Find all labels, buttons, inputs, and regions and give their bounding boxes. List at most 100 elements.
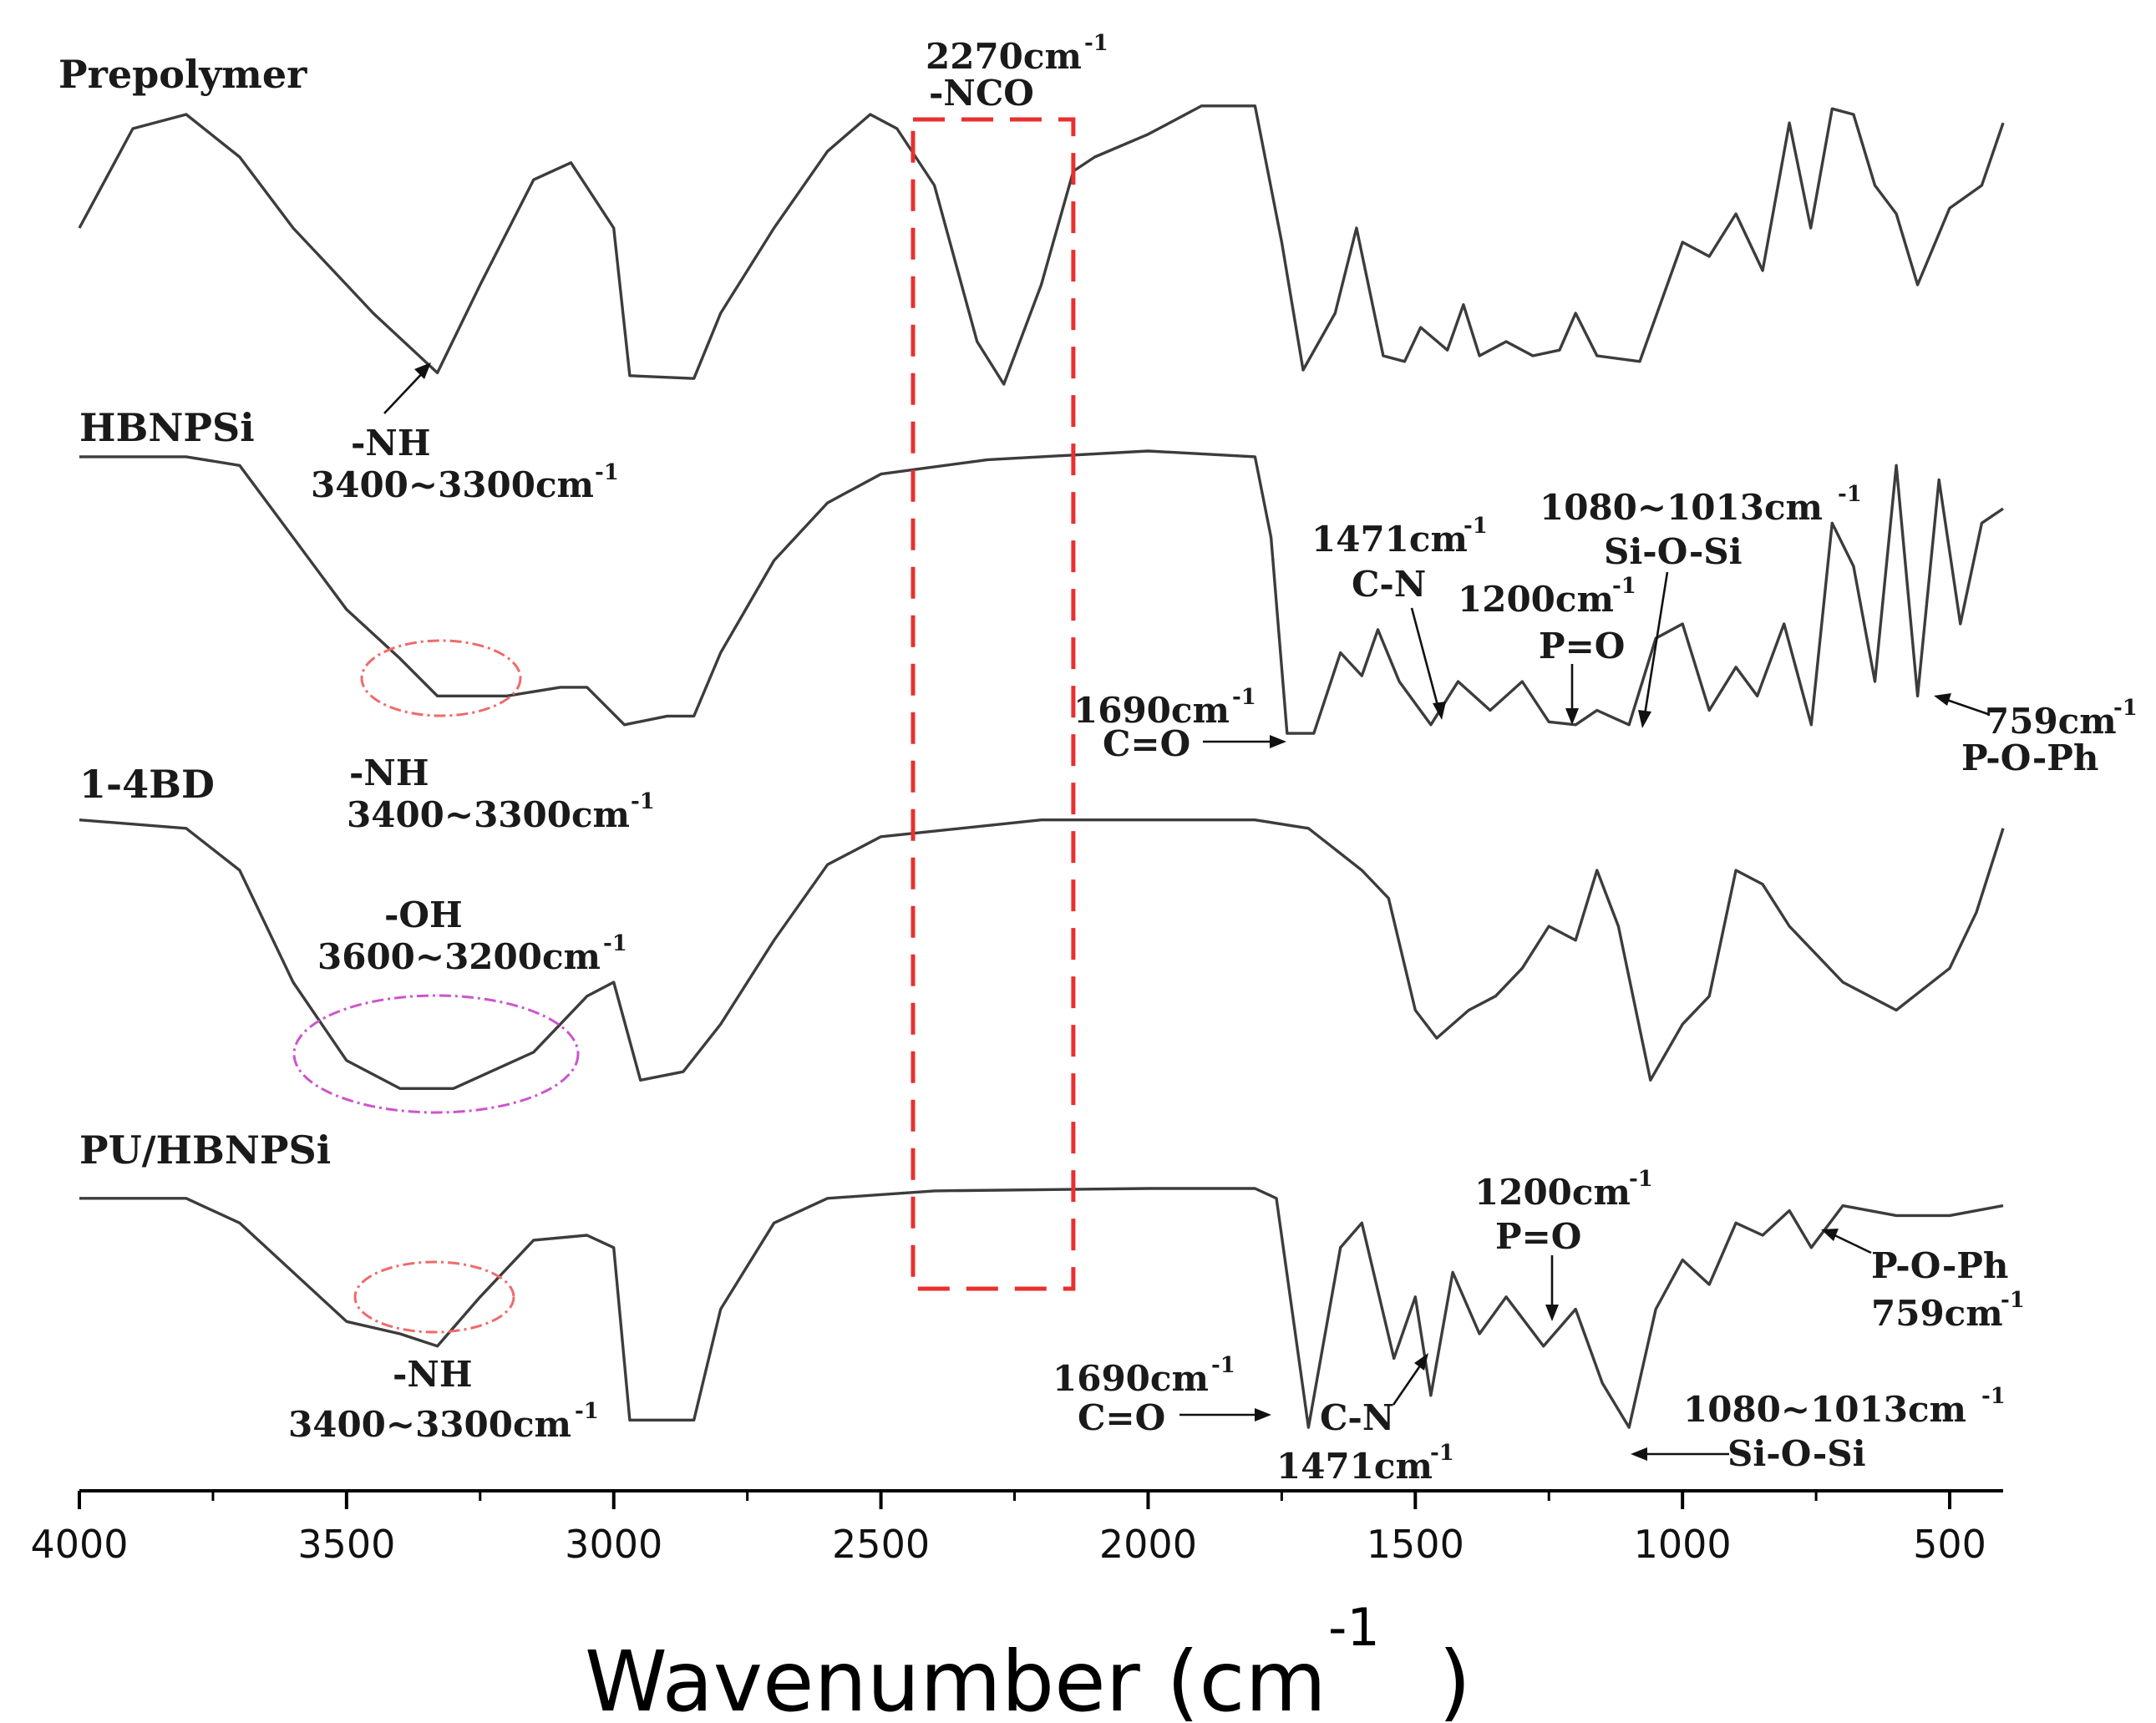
ann-hbnpsi-nh-sup: -1 — [631, 789, 655, 814]
ann-hbnpsi-1471-text: 1471cm — [1311, 519, 1468, 560]
ann-nco-text: -NCO — [929, 73, 1034, 114]
annotation-pu-co: 1690cm -1 C=O — [1053, 1353, 1271, 1438]
ann-hbnpsi-759-sup: -1 — [2113, 696, 2138, 721]
ann-pu-cn-text: C-N — [1320, 1397, 1394, 1438]
ann-2270-sup: -1 — [1084, 31, 1108, 56]
hbnpsi-nh-circle — [360, 639, 522, 717]
ann-hbnpsi-1690-sup: -1 — [1232, 685, 1256, 710]
arrow-pu-cn — [1392, 1359, 1426, 1406]
ann-pu-1080-sup: -1 — [1981, 1384, 2006, 1409]
ann-pu-po-text: P=O — [1495, 1216, 1581, 1257]
arrowhead-prepolymer-nh — [414, 362, 431, 379]
annotation-nco: 2270cm -1 -NCO — [926, 31, 1108, 114]
annotation-hbnpsi-cn: 1471cm -1 C-N — [1311, 514, 1488, 720]
ann-pu-1690-text: 1690cm — [1053, 1358, 1209, 1399]
series-label-prepolymer: Prepolymer — [58, 52, 307, 97]
series-label-hbnpsi: HBNPSi — [79, 405, 255, 450]
arrowhead-hbnpsi-cn — [1433, 702, 1446, 720]
ann-pu-759-text: 759cm — [1871, 1293, 2003, 1334]
ann-prepolymer-nh-range: 3400~3300cm — [311, 464, 594, 505]
ann-pu-1200-sup: -1 — [1629, 1167, 1653, 1192]
arrowhead-hbnpsi-po — [1565, 708, 1579, 725]
spectra-group — [78, 104, 2005, 1429]
x-tick-label-1000: 1000 — [1634, 1522, 1732, 1567]
ann-hbnpsi-sios-text: Si-O-Si — [1604, 531, 1743, 572]
arrowhead-hbnpsi-poph — [1934, 693, 1951, 706]
arrowhead-hbnpsi-sios — [1638, 710, 1651, 728]
x-tick-label-1500: 1500 — [1367, 1522, 1464, 1567]
ann-pu-co-text: C=O — [1078, 1397, 1165, 1438]
ann-hbnpsi-1200-text: 1200cm — [1458, 579, 1614, 620]
ann-hbnpsi-1080-text: 1080~1013cm — [1540, 487, 1823, 528]
x-tick-label-2000: 2000 — [1099, 1522, 1197, 1567]
annotation-pu-cn: C-N 1471cm -1 — [1276, 1353, 1454, 1487]
14bd-oh-circle — [292, 994, 580, 1114]
arrow-hbnpsi-cn — [1410, 607, 1441, 712]
annotation-hbnpsi-nh: -NH 3400~3300cm -1 — [347, 753, 655, 835]
ann-hbnpsi-po-text: P=O — [1539, 626, 1625, 666]
series-label-pu-hbnpsi: PU/HBNPSi — [79, 1128, 331, 1173]
x-tick-label-4000: 4000 — [30, 1522, 128, 1567]
ann-2270-text: 2270cm — [926, 36, 1082, 77]
arrowhead-pu-co — [1255, 1408, 1271, 1421]
ann-prepolymer-nh-text: -NH — [351, 423, 431, 464]
x-tick-label-500: 500 — [1913, 1522, 1986, 1567]
series-line-hbnpsi — [79, 449, 2004, 735]
nco-highlight-box — [911, 117, 1076, 1291]
annotation-prepolymer-nh: -NH 3400~3300cm -1 — [311, 362, 619, 505]
ann-pu-1471-sup: -1 — [1430, 1441, 1454, 1466]
ann-hbnpsi-759-text: 759cm — [1985, 701, 2117, 742]
ann-hbnpsi-1200-sup: -1 — [1612, 574, 1636, 599]
arrowhead-pu-sios — [1631, 1447, 1647, 1461]
ann-pu-sios-text: Si-O-Si — [1727, 1433, 1866, 1474]
ann-14bd-oh-range: 3600~3200cm — [317, 936, 601, 977]
x-axis-title-sup: -1 — [1328, 1597, 1380, 1658]
ann-pu-759-sup: -1 — [2001, 1288, 2025, 1313]
annotation-hbnpsi-sios: 1080~1013cm -1 Si-O-Si — [1540, 482, 1862, 728]
series-line-pu-hbnpsi — [79, 1187, 2004, 1429]
ann-hbnpsi-nh-range: 3400~3300cm — [347, 794, 630, 835]
annotation-hbnpsi-co: 1690cm -1 C=O — [1073, 685, 1286, 764]
ann-pu-1471-text: 1471cm — [1276, 1446, 1433, 1487]
annotation-14bd-oh: -OH 3600~3200cm -1 — [317, 894, 627, 977]
annotation-pu-po: 1200cm -1 P=O — [1474, 1167, 1653, 1321]
ann-pu-1080-text: 1080~1013cm — [1683, 1389, 1966, 1430]
annotation-hbnpsi-poph: 759cm -1 P-O-Ph — [1934, 693, 2138, 778]
ann-pu-nh-sup: -1 — [575, 1399, 599, 1424]
ann-pu-poph-text: P-O-Ph — [1871, 1245, 2008, 1286]
series-line-14bd — [79, 818, 2005, 1090]
arrowhead-hbnpsi-co — [1270, 735, 1286, 748]
ann-hbnpsi-cn-text: C-N — [1352, 564, 1426, 605]
x-axis-title-text: Wavenumber (cm — [585, 1633, 1327, 1723]
ann-prepolymer-nh-sup: -1 — [595, 460, 619, 485]
ann-pu-nh-text: -NH — [393, 1354, 473, 1395]
arrowhead-pu-cn — [1414, 1353, 1428, 1371]
ann-pu-1200-text: 1200cm — [1474, 1172, 1631, 1213]
ann-hbnpsi-nh-text: -NH — [349, 753, 429, 793]
ann-hbnpsi-1080-sup: -1 — [1838, 482, 1862, 507]
arrowhead-pu-po — [1545, 1305, 1559, 1321]
annotation-hbnpsi-po: 1200cm -1 P=O — [1458, 574, 1636, 725]
arrow-hbnpsi-poph — [1941, 697, 1989, 716]
ann-14bd-oh-text: -OH — [384, 894, 463, 935]
x-tick-label-3000: 3000 — [565, 1522, 662, 1567]
series-line-prepolymer — [78, 104, 2005, 386]
ann-hbnpsi-poph-text: P-O-Ph — [1961, 737, 2098, 778]
annotation-pu-sios: 1080~1013cm -1 Si-O-Si — [1631, 1384, 2006, 1474]
ann-pu-nh-range: 3400~3300cm — [288, 1404, 571, 1445]
ann-hbnpsi-1690-text: 1690cm — [1073, 690, 1230, 731]
arrow-pu-poph — [1829, 1231, 1872, 1254]
annotation-pu-poph: P-O-Ph 759cm -1 — [1821, 1229, 2025, 1334]
ann-pu-1690-sup: -1 — [1211, 1353, 1235, 1378]
pu-nh-circle — [353, 1260, 515, 1334]
x-tick-label-2500: 2500 — [832, 1522, 930, 1567]
ann-14bd-oh-sup: -1 — [603, 931, 627, 956]
x-axis-ticks: 4000 3500 3000 2500 2000 1500 1000 500 — [30, 1491, 1986, 1567]
arrowhead-pu-poph — [1821, 1229, 1839, 1241]
ann-hbnpsi-co-text: C=O — [1103, 723, 1190, 764]
ann-hbnpsi-1471-sup: -1 — [1464, 514, 1488, 539]
annotation-pu-nh: -NH 3400~3300cm -1 — [288, 1354, 599, 1445]
x-tick-label-3500: 3500 — [297, 1522, 395, 1567]
x-axis-title-close: ) — [1438, 1633, 1471, 1723]
